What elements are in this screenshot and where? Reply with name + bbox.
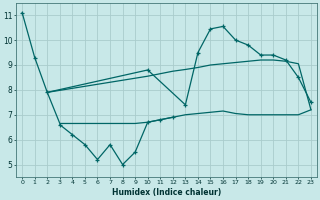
X-axis label: Humidex (Indice chaleur): Humidex (Indice chaleur): [112, 188, 221, 197]
